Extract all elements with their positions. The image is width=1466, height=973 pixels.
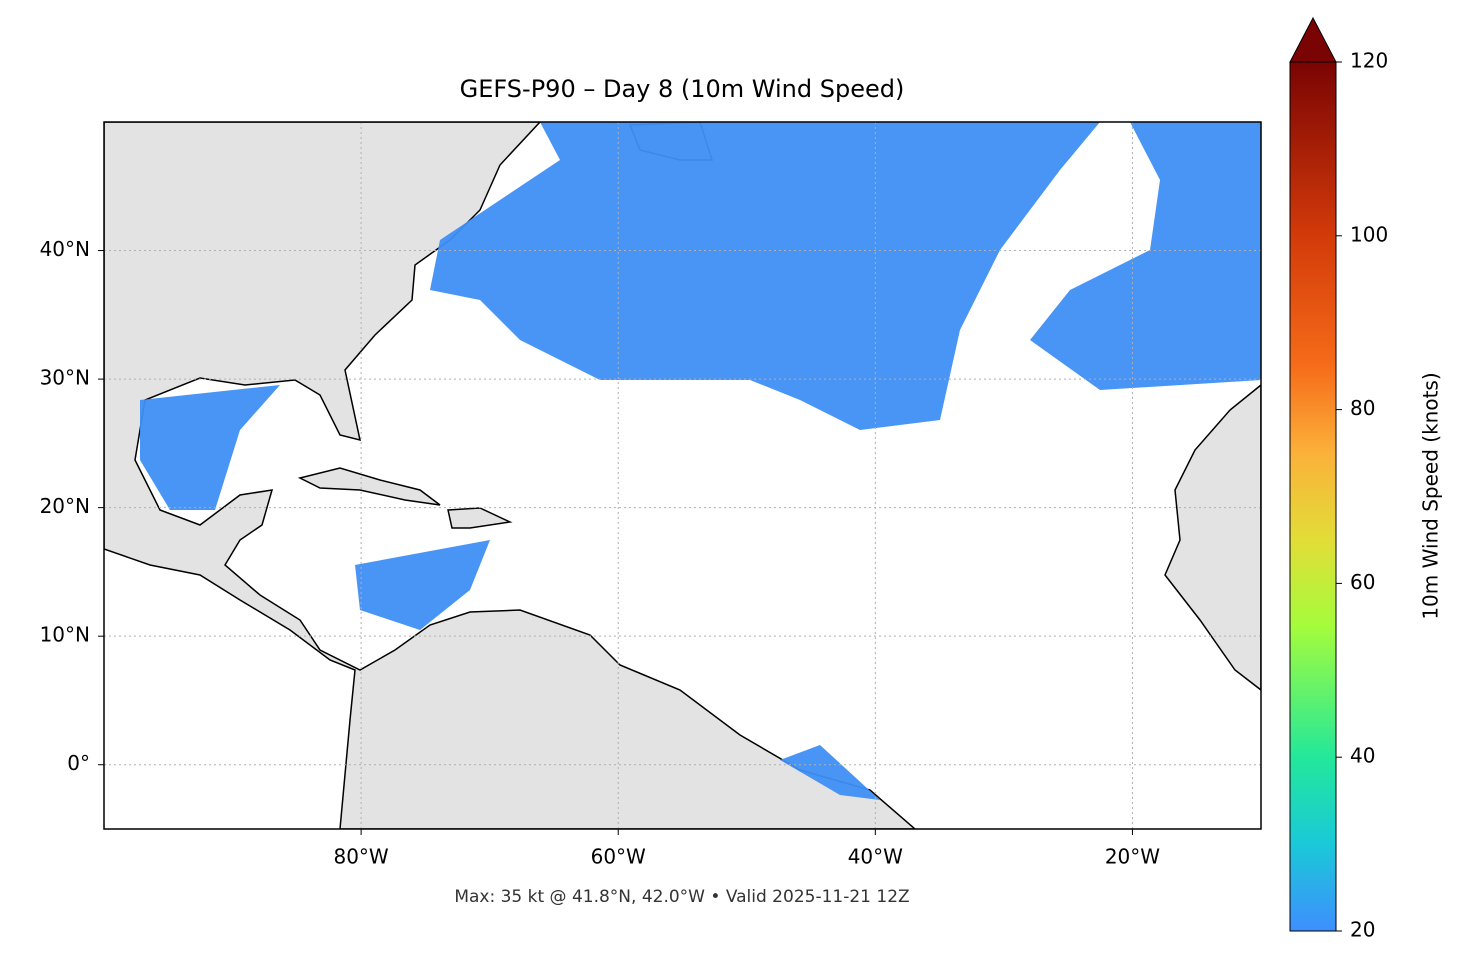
colorbar-tick-label: 80 [1350, 396, 1375, 420]
lat-tick-label: 20°N [40, 494, 90, 518]
wind-area [780, 745, 880, 800]
africa [1164, 384, 1261, 691]
colorbar-scale [1289, 61, 1337, 932]
wind-area [355, 540, 490, 630]
colorbar-extension [1289, 16, 1337, 63]
colorbar-tick-label: 60 [1350, 570, 1375, 594]
lon-tick-label: 20°W [1105, 845, 1160, 869]
colorbar-tick-label: 40 [1350, 744, 1375, 768]
lon-tick-label: 60°W [591, 845, 646, 869]
lat-tick-label: 10°N [40, 623, 90, 647]
colorbar-label: 10m Wind Speed (knots) [1419, 372, 1443, 619]
lat-tick-label: 0° [67, 751, 90, 775]
lon-tick-label: 80°W [333, 845, 388, 869]
map [104, 122, 1261, 829]
hispaniola [447, 507, 513, 529]
colorbar-tick-label: 120 [1350, 49, 1388, 73]
title: GEFS-P90 – Day 8 (10m Wind Speed) [460, 75, 905, 103]
colorbar-tick-label: 100 [1350, 222, 1388, 246]
lon-tick-label: 40°W [848, 845, 903, 869]
colorbar: 10m Wind Speed (knots) 20 40 60 80 100 120 [1289, 16, 1443, 942]
americas [104, 122, 917, 829]
map-frame [103, 121, 1262, 830]
lat-tick-label: 40°N [40, 237, 90, 261]
colorbar-tick-label: 20 [1350, 918, 1375, 942]
wind-area [140, 385, 280, 510]
wind-area [1030, 122, 1261, 390]
footer: Max: 35 kt @ 41.8°N, 42.0°W • Valid 2025… [454, 887, 909, 907]
cuba [297, 467, 441, 506]
lat-tick-label: 30°N [40, 366, 90, 390]
wind-area [430, 122, 1100, 430]
